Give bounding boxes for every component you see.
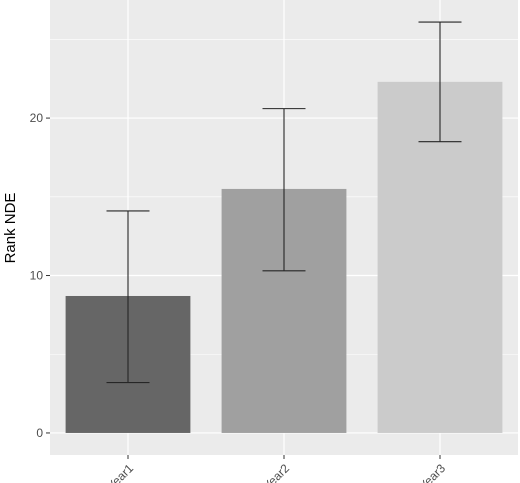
x-axis-ticks: Year1 Year2 Year3: [104, 455, 448, 483]
errorbar-year2: [262, 108, 306, 272]
y-axis-title: Rank NDE: [2, 193, 19, 264]
x-tick-label: Year1: [104, 461, 136, 483]
y-tick-label: 10: [30, 269, 44, 283]
error-bars: [106, 21, 462, 384]
x-tick-label: Year2: [260, 461, 292, 483]
y-tick-label: 0: [36, 426, 43, 440]
y-axis-ticks: 0 10 20: [30, 111, 50, 440]
x-tick-label: Year3: [416, 461, 448, 483]
errorbar-year1: [106, 210, 150, 384]
y-tick-label: 20: [30, 111, 44, 125]
errorbar-year3: [418, 21, 462, 143]
